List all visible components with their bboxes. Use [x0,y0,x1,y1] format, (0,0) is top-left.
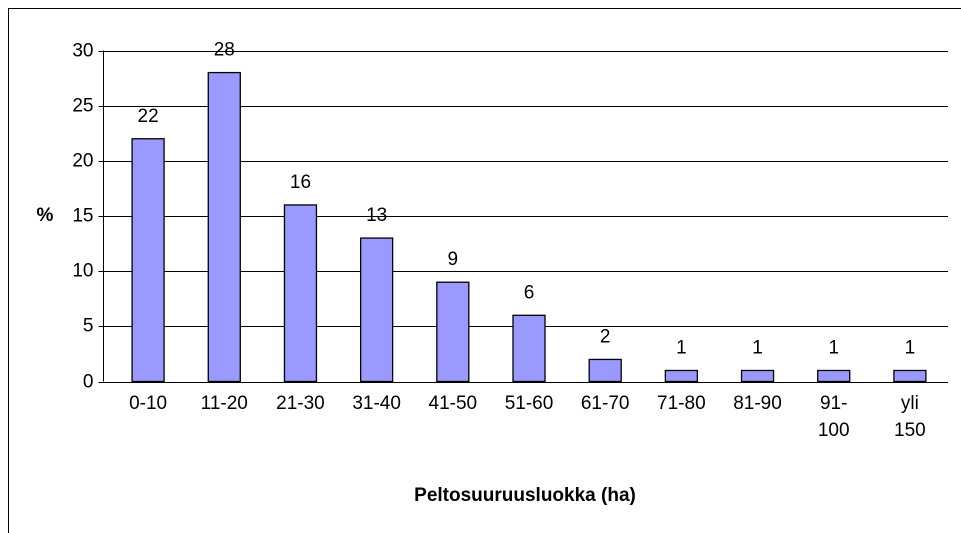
x-tick-label: yli 150 [894,392,926,441]
x-tick-label: 61-70 [580,392,630,414]
data-label: 9 [448,249,459,270]
bar [359,237,394,383]
y-tick-label: 15 [72,206,93,227]
data-label: 22 [138,106,159,127]
data-label: 16 [290,172,311,193]
bar [740,369,775,383]
data-label: 1 [752,337,763,358]
x-tick-label: 81-90 [733,392,782,414]
bar [436,281,470,383]
y-tick-label: 30 [72,41,93,62]
bar [207,71,241,383]
y-tick-label: 0 [83,372,94,393]
data-label: 6 [524,282,535,303]
x-axis-title: Peltosuuruusluokka (ha) [414,485,636,506]
x-tick-label: 71-80 [657,392,706,414]
bar [893,369,927,383]
data-label: 1 [828,337,839,358]
x-tick-label: 21-30 [276,392,325,414]
bar [817,369,851,383]
bar [664,369,699,383]
chart-frame [8,8,961,533]
x-tick-label: 0-10 [129,392,168,414]
bar [512,314,546,383]
data-label: 2 [600,326,611,347]
data-label: 13 [366,205,387,226]
bar [588,358,622,383]
x-tick-label: 51-60 [504,392,554,414]
y-tick-label: 10 [72,261,93,282]
y-tick-label: 5 [83,316,94,337]
y-axis-title: % [37,205,54,226]
data-label: 28 [214,40,235,61]
bar [131,138,165,383]
data-label: 1 [676,337,687,358]
x-tick-label: 11-20 [200,392,248,414]
x-tick-label: 31-40 [352,392,401,414]
x-tick-label: 91- 100 [817,392,850,441]
bar [283,204,318,383]
x-tick-label: 41-50 [428,392,478,414]
y-tick-label: 20 [72,151,93,172]
data-label: 1 [905,337,916,358]
y-tick-label: 25 [72,96,93,117]
